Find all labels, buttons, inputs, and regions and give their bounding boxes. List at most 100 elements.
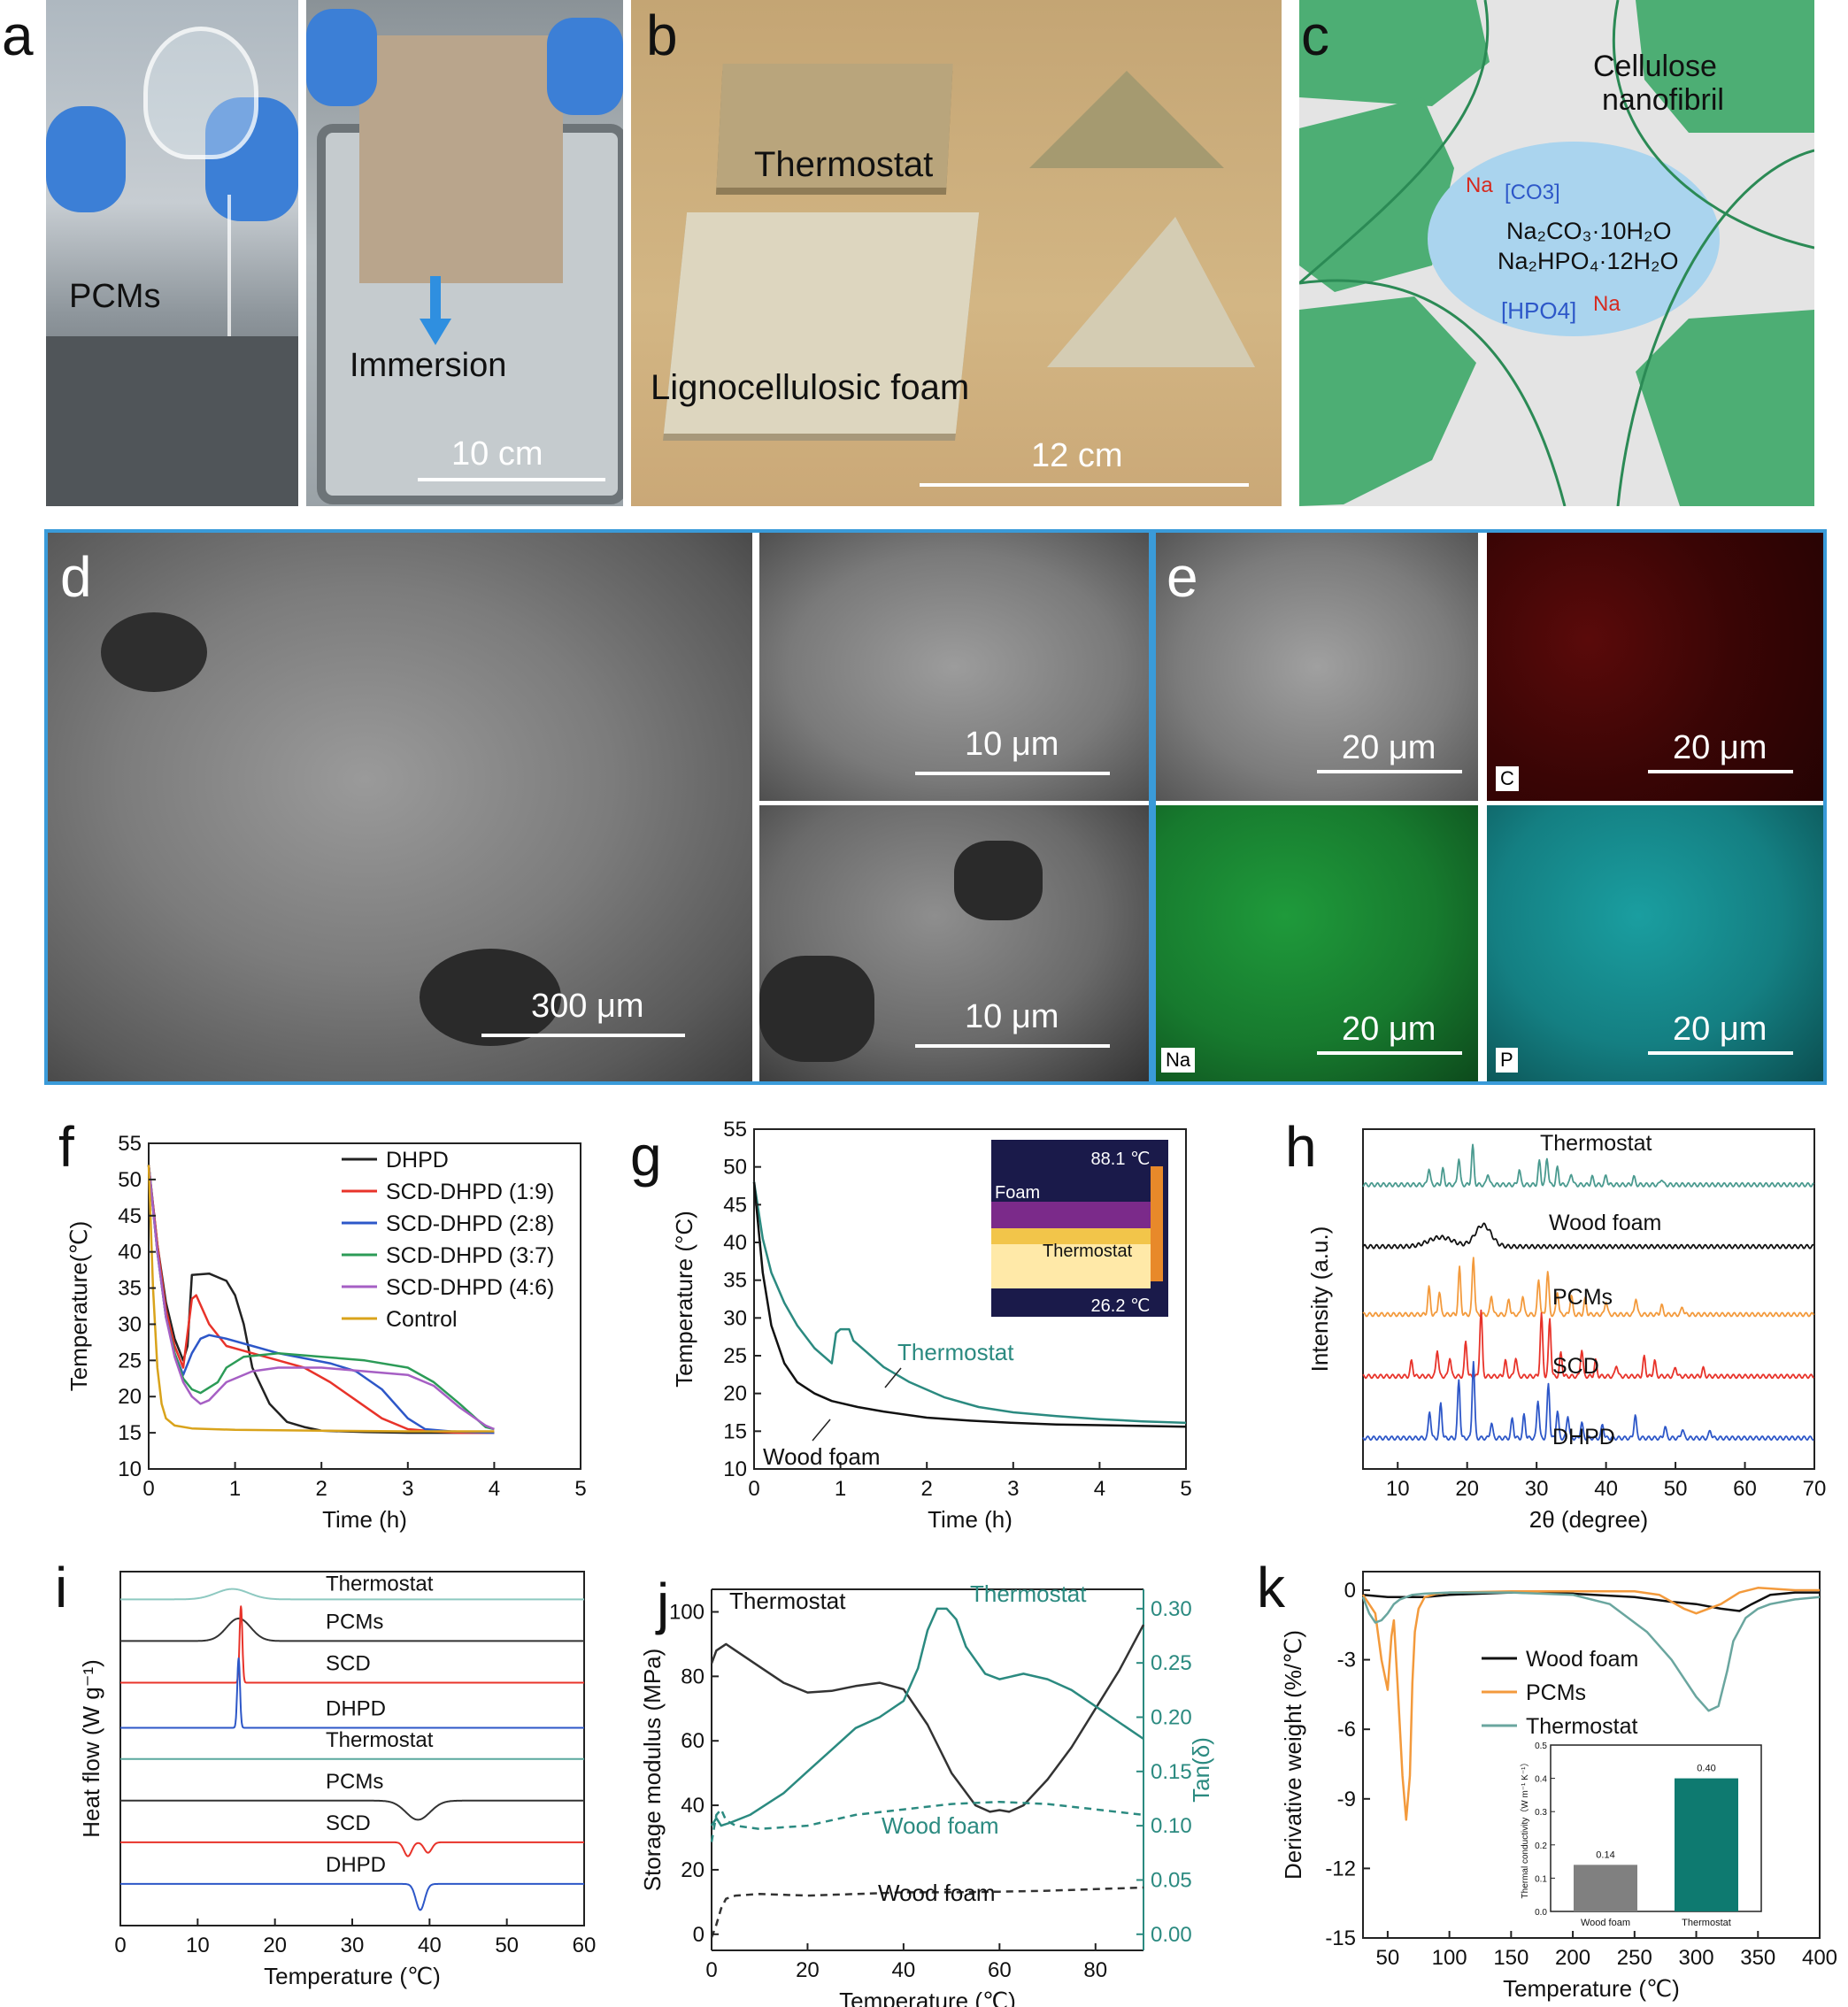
legend-label: Control xyxy=(386,1307,458,1332)
series-line xyxy=(1361,1591,1821,1712)
x-tick-label: 1 xyxy=(229,1477,241,1501)
series-line xyxy=(710,1800,1144,1842)
y-tick-label: 30 xyxy=(118,1312,142,1336)
x-tick-label: 300 xyxy=(1679,1946,1714,1970)
tray-shape xyxy=(46,336,298,506)
foam-triangle-shape xyxy=(1047,217,1255,367)
hydrogen-phosphate-ion-label: [HPO4] xyxy=(1501,297,1577,324)
series-line xyxy=(710,1624,1145,1813)
y-tick-label: 60 xyxy=(681,1729,705,1753)
y-tick-label: -12 xyxy=(1325,1857,1356,1880)
eds-sem-image xyxy=(1156,533,1478,801)
series-line xyxy=(147,1165,495,1431)
lignocellulosic-foam-label: Lignocellulosic foam xyxy=(651,368,970,407)
series-line xyxy=(119,1657,585,1729)
y-tick-label: 10 xyxy=(723,1457,747,1481)
y-tick-label: 45 xyxy=(118,1204,142,1228)
scale-bar xyxy=(418,478,605,481)
panel-label: i xyxy=(55,1556,67,1619)
y-tick-label: -6 xyxy=(1337,1718,1356,1742)
thermostat-label: Thermostat xyxy=(754,145,934,184)
legend-label: SCD-DHPD (1:9) xyxy=(386,1180,554,1204)
x-tick-label: 3 xyxy=(402,1477,413,1501)
legend-label: SCD-DHPD (4:6) xyxy=(386,1275,554,1300)
x-tick-label: 350 xyxy=(1740,1946,1775,1970)
x-tick-label: 10 xyxy=(1386,1477,1410,1501)
series-label: Thermostat xyxy=(326,1572,434,1596)
inset-bar xyxy=(1675,1778,1738,1911)
x-tick-label: 70 xyxy=(1803,1477,1827,1501)
y-tick-label: 55 xyxy=(118,1132,142,1156)
y-tick-label: 15 xyxy=(118,1421,142,1445)
x-tick-label: 2 xyxy=(316,1477,327,1501)
y-tick-label: 45 xyxy=(723,1193,747,1217)
series-line xyxy=(710,1607,1144,1827)
x-tick-label: 60 xyxy=(573,1934,597,1957)
series-label: Thermostat xyxy=(897,1339,1014,1365)
inset-bar-value-label: 0.14 xyxy=(1596,1849,1614,1860)
chart-h-xrd: Thermostat Wood foam PCMs SCD DHPD 10 20 30 40 50… xyxy=(1285,1115,1827,1533)
panel-label-d: d xyxy=(60,545,92,609)
series-line xyxy=(752,1181,1187,1425)
series-label: DHPD xyxy=(326,1853,386,1877)
series-label: Thermostat xyxy=(729,1588,846,1614)
leader-line xyxy=(884,1367,902,1388)
leader-line xyxy=(812,1419,831,1442)
series-label: Wood foam xyxy=(882,1812,998,1839)
y-axis-title: Storage modulus (MPa) xyxy=(639,1649,666,1892)
plot-frame xyxy=(753,1128,1187,1470)
inset-category-label: Thermostat xyxy=(1682,1918,1731,1928)
panel-label: h xyxy=(1285,1115,1317,1179)
pore-shape xyxy=(954,841,1043,920)
series-line xyxy=(1362,1222,1814,1250)
plot-frame xyxy=(1362,1128,1815,1470)
x-tick-label: 50 xyxy=(1376,1946,1400,1970)
thermal-band xyxy=(991,1202,1151,1228)
inset-category-label: Wood foam xyxy=(1581,1918,1630,1928)
scale-bar-label: 20 μm xyxy=(1342,729,1436,766)
x-tick-label: 40 xyxy=(418,1934,442,1957)
scale-bar xyxy=(1317,1051,1462,1055)
scale-bar-label: 10 μm xyxy=(965,998,1059,1035)
glove-left-shape xyxy=(46,106,126,212)
inset-min-temp: 26.2 ℃ xyxy=(1091,1296,1151,1316)
series-line xyxy=(752,1181,1187,1428)
scale-bar xyxy=(920,483,1249,487)
panel-label-a: a xyxy=(2,4,34,67)
carbonate-ion-label: [CO3] xyxy=(1505,181,1560,204)
photo-samples xyxy=(631,0,1282,506)
x-tick-label: 80 xyxy=(1083,1958,1107,1982)
y-tick-label: -15 xyxy=(1325,1926,1356,1950)
y-tick-label: 80 xyxy=(681,1665,705,1688)
y-axis-title: Temperature(℃) xyxy=(65,1221,92,1391)
series-line xyxy=(1362,1257,1814,1318)
series-line xyxy=(147,1165,495,1434)
right-y-tick-label: 0.05 xyxy=(1151,1868,1192,1892)
panel-label: j xyxy=(655,1572,669,1635)
right-y-tick-label: 0.20 xyxy=(1151,1706,1192,1730)
scale-bar-label: 20 μm xyxy=(1673,729,1767,766)
element-tag-carbon: C xyxy=(1496,766,1519,791)
series-label: DHPD xyxy=(326,1696,386,1720)
series-label: Thermostat xyxy=(1540,1131,1652,1156)
legend-label: Thermostat xyxy=(1526,1714,1637,1739)
x-tick-label: 0 xyxy=(705,1958,717,1982)
x-tick-label: 20 xyxy=(796,1958,820,1982)
y-tick-label: 100 xyxy=(669,1601,705,1625)
series-label: DHPD xyxy=(1552,1425,1615,1450)
y-axis-title: Intensity (a.u.) xyxy=(1306,1226,1333,1373)
series-line xyxy=(119,1605,585,1684)
x-tick-label: 250 xyxy=(1617,1946,1652,1970)
x-tick-label: 4 xyxy=(489,1477,500,1501)
sodium-ion-label: Na xyxy=(1466,173,1493,197)
pore-shape xyxy=(101,612,207,692)
sem-top-right xyxy=(759,533,1149,801)
cellulose-label: Cellulose xyxy=(1593,50,1717,83)
x-axis-title: Time (h) xyxy=(928,1506,1013,1533)
scale-bar-label: 20 μm xyxy=(1342,1011,1436,1048)
legend-label: PCMs xyxy=(1526,1680,1586,1705)
nanofibril-label: nanofibril xyxy=(1602,83,1724,117)
eds-map-phosphorus xyxy=(1487,805,1823,1081)
inset-y-tick-label: 0.4 xyxy=(1535,1775,1547,1785)
y-tick-label: 40 xyxy=(118,1241,142,1265)
